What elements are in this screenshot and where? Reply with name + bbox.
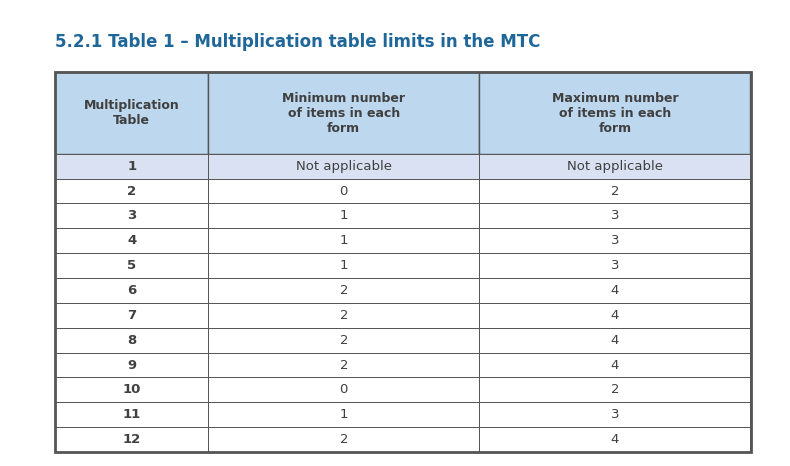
- FancyBboxPatch shape: [209, 402, 480, 427]
- FancyBboxPatch shape: [209, 228, 480, 253]
- Text: 4: 4: [611, 309, 619, 322]
- Text: 4: 4: [611, 284, 619, 297]
- FancyBboxPatch shape: [209, 353, 480, 377]
- Text: 1: 1: [340, 408, 348, 421]
- Text: Minimum number
of items in each
form: Minimum number of items in each form: [282, 91, 405, 135]
- FancyBboxPatch shape: [209, 204, 480, 228]
- Text: Not applicable: Not applicable: [567, 160, 663, 173]
- FancyBboxPatch shape: [55, 253, 209, 278]
- Text: 0: 0: [340, 185, 348, 198]
- Text: 4: 4: [127, 234, 137, 247]
- Text: 1: 1: [127, 160, 137, 173]
- FancyBboxPatch shape: [480, 72, 750, 154]
- Text: 7: 7: [127, 309, 137, 322]
- FancyBboxPatch shape: [55, 353, 209, 377]
- FancyBboxPatch shape: [480, 427, 750, 452]
- Text: 2: 2: [127, 185, 137, 198]
- Text: 2: 2: [611, 185, 619, 198]
- Text: Maximum number
of items in each
form: Maximum number of items in each form: [551, 91, 679, 135]
- FancyBboxPatch shape: [209, 253, 480, 278]
- FancyBboxPatch shape: [480, 178, 750, 204]
- FancyBboxPatch shape: [209, 278, 480, 303]
- Text: 3: 3: [611, 234, 619, 247]
- FancyBboxPatch shape: [55, 228, 209, 253]
- FancyBboxPatch shape: [55, 303, 209, 328]
- Text: 9: 9: [127, 358, 137, 371]
- Text: 3: 3: [611, 259, 619, 272]
- Text: 3: 3: [611, 209, 619, 222]
- FancyBboxPatch shape: [55, 178, 209, 204]
- FancyBboxPatch shape: [209, 178, 480, 204]
- Text: Not applicable: Not applicable: [295, 160, 392, 173]
- FancyBboxPatch shape: [55, 328, 209, 353]
- FancyBboxPatch shape: [209, 328, 480, 353]
- Text: 1: 1: [340, 209, 348, 222]
- FancyBboxPatch shape: [480, 278, 750, 303]
- FancyBboxPatch shape: [480, 328, 750, 353]
- Text: 5: 5: [127, 259, 137, 272]
- Text: 12: 12: [122, 433, 141, 446]
- FancyBboxPatch shape: [480, 154, 750, 178]
- FancyBboxPatch shape: [55, 427, 209, 452]
- FancyBboxPatch shape: [209, 377, 480, 402]
- FancyBboxPatch shape: [480, 228, 750, 253]
- FancyBboxPatch shape: [209, 427, 480, 452]
- FancyBboxPatch shape: [55, 377, 209, 402]
- Text: 6: 6: [127, 284, 137, 297]
- FancyBboxPatch shape: [480, 353, 750, 377]
- Text: 2: 2: [340, 334, 348, 347]
- Text: 1: 1: [340, 234, 348, 247]
- FancyBboxPatch shape: [480, 303, 750, 328]
- FancyBboxPatch shape: [480, 377, 750, 402]
- Text: 4: 4: [611, 358, 619, 371]
- Text: 2: 2: [340, 284, 348, 297]
- FancyBboxPatch shape: [209, 72, 480, 154]
- Text: 1: 1: [340, 259, 348, 272]
- Text: 4: 4: [611, 334, 619, 347]
- FancyBboxPatch shape: [55, 402, 209, 427]
- FancyBboxPatch shape: [55, 204, 209, 228]
- FancyBboxPatch shape: [55, 72, 209, 154]
- FancyBboxPatch shape: [209, 154, 480, 178]
- Text: 3: 3: [127, 209, 137, 222]
- FancyBboxPatch shape: [480, 402, 750, 427]
- Text: 11: 11: [122, 408, 141, 421]
- Text: 5.2.1 Table 1 – Multiplication table limits in the MTC: 5.2.1 Table 1 – Multiplication table lim…: [55, 33, 540, 51]
- Text: 2: 2: [340, 309, 348, 322]
- Text: 3: 3: [611, 408, 619, 421]
- FancyBboxPatch shape: [55, 278, 209, 303]
- Text: 10: 10: [122, 384, 141, 397]
- FancyBboxPatch shape: [480, 204, 750, 228]
- FancyBboxPatch shape: [480, 253, 750, 278]
- Text: 2: 2: [340, 433, 348, 446]
- Text: 2: 2: [340, 358, 348, 371]
- Text: Multiplication
Table: Multiplication Table: [84, 99, 179, 127]
- Text: 2: 2: [611, 384, 619, 397]
- Text: 8: 8: [127, 334, 137, 347]
- FancyBboxPatch shape: [209, 303, 480, 328]
- Text: 0: 0: [340, 384, 348, 397]
- Text: 4: 4: [611, 433, 619, 446]
- FancyBboxPatch shape: [55, 154, 209, 178]
